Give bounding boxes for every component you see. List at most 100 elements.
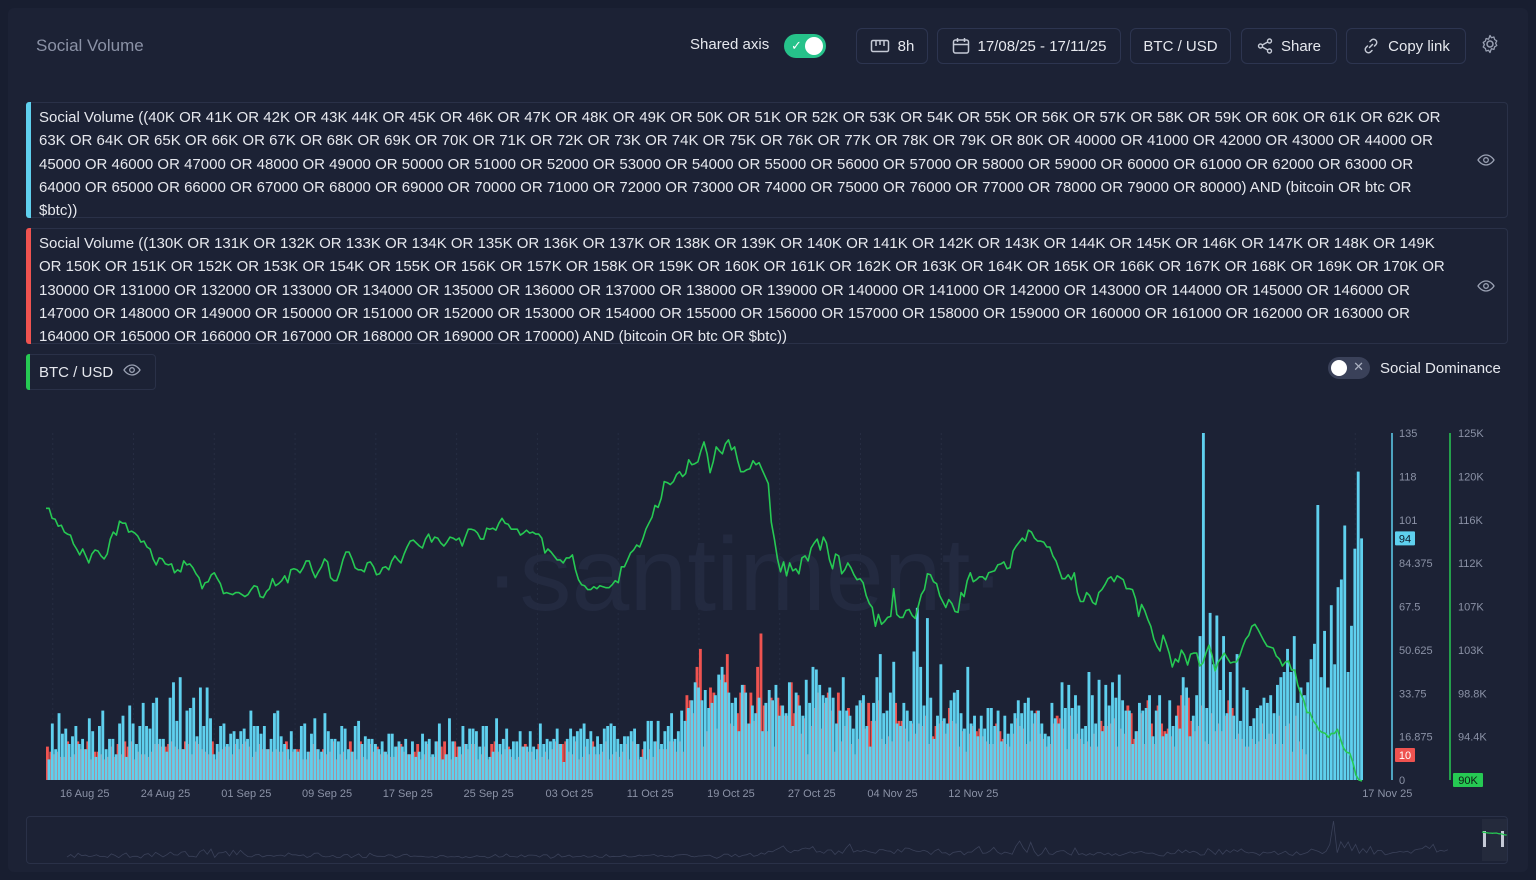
visibility-eye-icon[interactable] — [1477, 152, 1495, 175]
copy-link-button[interactable]: Copy link — [1346, 28, 1466, 64]
red-volume-bar — [1240, 738, 1244, 780]
blue-volume-bar — [219, 726, 223, 780]
navigator-price-trace — [1481, 831, 1507, 836]
red-volume-bar — [214, 759, 218, 780]
blue-volume-bar — [636, 744, 640, 780]
blue-volume-bar — [1138, 702, 1141, 780]
blue-volume-bar — [1003, 715, 1007, 780]
link-icon — [1362, 37, 1380, 55]
red-volume-bar — [1032, 723, 1036, 780]
red-volume-bar — [1193, 731, 1197, 780]
btc-usd-metric-pill[interactable]: BTC / USD — [26, 354, 157, 390]
blue-volume-bar — [804, 679, 808, 780]
red-volume-bar — [863, 728, 867, 780]
blue-volume-bar — [491, 751, 495, 780]
red-volume-bar — [1213, 731, 1217, 780]
blue-volume-bar — [764, 702, 768, 780]
red-volume-bar — [698, 648, 702, 780]
red-volume-bar — [988, 744, 992, 780]
blue-volume-bar — [468, 728, 472, 780]
red-volume-bar — [126, 746, 130, 780]
blue-volume-bar — [98, 726, 101, 780]
red-volume-bar — [359, 741, 362, 780]
red-volume-bar — [1224, 715, 1227, 780]
red-volume-bar — [342, 751, 346, 780]
blue-volume-bar — [1346, 672, 1350, 780]
blue-volume-bar — [1040, 723, 1044, 780]
blue-volume-bar — [192, 697, 196, 780]
red-volume-bar — [143, 754, 147, 780]
blue-volume-bar — [155, 697, 159, 780]
blue-volume-bar — [1198, 636, 1202, 780]
red-volume-bar — [1200, 705, 1204, 780]
blue-volume-bar — [1242, 687, 1246, 780]
red-volume-bar — [682, 751, 685, 780]
blue-volume-bar — [151, 702, 155, 780]
red-volume-bar — [971, 726, 975, 780]
share-button[interactable]: Share — [1241, 28, 1337, 64]
red-volume-bar — [890, 741, 894, 780]
blue-volume-bar — [690, 700, 694, 780]
blue-volume-bar — [1006, 733, 1010, 780]
blue-volume-bar — [717, 674, 721, 780]
red-volume-bar — [948, 708, 951, 780]
red-volume-bar — [62, 756, 66, 780]
blue-volume-bar — [1188, 736, 1192, 780]
blue-volume-bar — [87, 718, 91, 780]
navigator-minimap[interactable] — [26, 816, 1508, 864]
blue-volume-bar — [606, 726, 610, 780]
metric-label: BTC / USD — [39, 363, 114, 381]
blue-volume-bar — [1104, 684, 1108, 780]
blue-volume-bar — [1232, 715, 1236, 780]
red-volume-bar — [187, 744, 191, 780]
red-volume-bar — [847, 708, 850, 780]
blue-volume-bar — [1306, 682, 1310, 780]
date-range-button[interactable]: 17/08/25 - 17/11/25 — [937, 28, 1121, 64]
red-volume-bar — [887, 736, 891, 780]
red-volume-bar — [96, 751, 100, 780]
red-volume-bar — [150, 751, 154, 780]
blue-volume-bar — [1047, 736, 1050, 780]
blue-volume-bar — [609, 723, 613, 780]
red-volume-bar — [301, 759, 305, 780]
interval-label: 8h — [897, 37, 915, 55]
blue-volume-bar — [895, 723, 899, 780]
blue-volume-bar — [313, 718, 317, 780]
red-volume-bar — [89, 759, 93, 780]
red-volume-bar — [271, 751, 275, 780]
interval-button[interactable]: 8h — [856, 28, 928, 64]
settings-gear-icon[interactable] — [1480, 34, 1500, 59]
blue-volume-bar — [461, 726, 465, 780]
social-dominance-toggle[interactable]: ✕ — [1328, 357, 1370, 379]
blue-volume-bar — [1124, 710, 1128, 780]
red-volume-bar — [1065, 749, 1069, 780]
blue-volume-bar — [1353, 548, 1357, 780]
red-volume-bar — [577, 759, 581, 780]
blue-volume-bar — [740, 684, 744, 780]
visibility-eye-icon[interactable] — [123, 362, 141, 382]
red-volume-bar — [177, 749, 181, 780]
blue-volume-bar — [316, 749, 320, 780]
blue-volume-bar — [710, 702, 714, 780]
red-volume-bar — [288, 759, 292, 780]
blue-volume-bar — [485, 726, 488, 780]
blue-volume-bar — [60, 733, 64, 780]
pair-selector[interactable]: BTC / USD — [1130, 28, 1231, 64]
blue-volume-bar — [54, 749, 58, 780]
query-row-blue[interactable]: Social Volume ((40K OR 41K OR 42K OR 43K… — [26, 102, 1508, 219]
blue-volume-bar — [273, 713, 276, 780]
blue-volume-bar — [128, 705, 132, 780]
blue-volume-bar — [1161, 736, 1165, 780]
blue-volume-bar — [761, 731, 764, 780]
red-volume-bar — [348, 741, 352, 780]
visibility-eye-icon[interactable] — [1477, 278, 1495, 301]
shared-axis-toggle[interactable]: ✓ — [784, 34, 826, 58]
blue-volume-bar — [828, 687, 832, 780]
blue-volume-bar — [357, 720, 361, 780]
query-row-red[interactable]: Social Volume ((130K OR 131K OR 132K OR … — [26, 228, 1508, 345]
blue-volume-bar — [330, 738, 334, 780]
blue-volume-bar — [1033, 713, 1037, 780]
blue-volume-bar — [1225, 713, 1229, 780]
red-volume-bar — [695, 666, 699, 780]
